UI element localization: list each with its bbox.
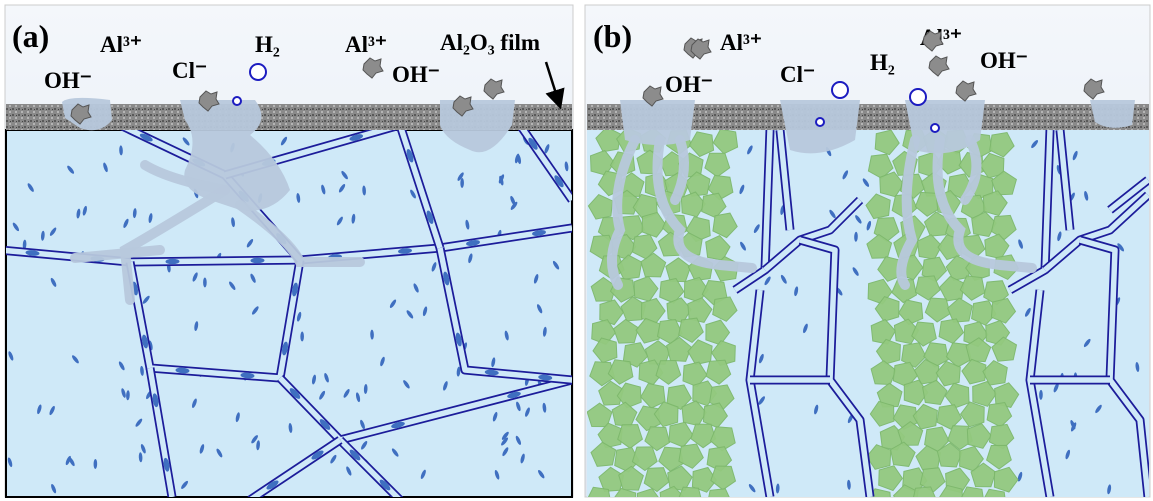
ion-label: H₂ xyxy=(870,50,895,75)
h2-bubble xyxy=(816,118,824,126)
ion-label: OH⁻ xyxy=(665,72,713,97)
ion-label: Al³⁺ xyxy=(720,30,762,55)
h2-bubble xyxy=(233,97,241,105)
ion-label: H₂ xyxy=(255,32,280,57)
h2-bubble xyxy=(832,82,848,98)
panel-label: (b) xyxy=(593,18,632,54)
ion-label: Cl⁻ xyxy=(780,62,815,87)
ion-label: Cl⁻ xyxy=(172,58,207,83)
film-label: Al₂O₃ film xyxy=(440,30,540,55)
ion-label: Al³⁺ xyxy=(345,32,387,57)
h2-bubble xyxy=(931,124,939,132)
figure: (a) Al³⁺ OH⁻ Cl⁻ H₂ Al³⁺ OH⁻ Al₂O₃ film … xyxy=(0,0,1153,501)
panel-label: (a) xyxy=(12,18,49,54)
h2-bubble xyxy=(910,89,926,105)
ion-label: Al³⁺ xyxy=(100,32,142,57)
ion-label: OH⁻ xyxy=(980,48,1028,73)
ion-label: OH⁻ xyxy=(44,68,92,93)
h2-bubble xyxy=(250,64,266,80)
ion-label: OH⁻ xyxy=(392,62,440,87)
